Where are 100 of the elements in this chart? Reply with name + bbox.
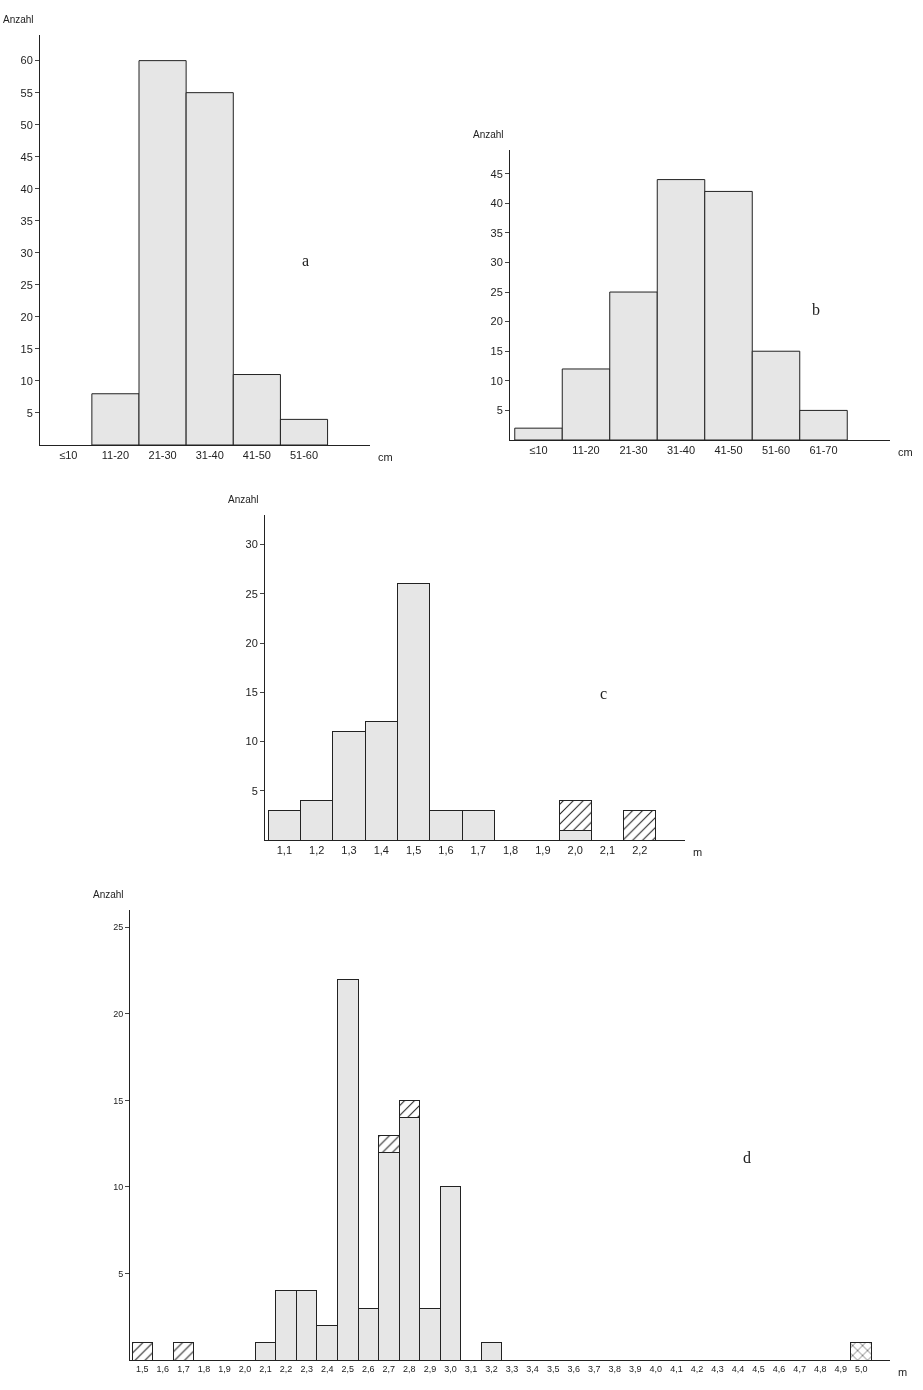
x-tick-label: ≤10 (59, 449, 78, 462)
x-tick-label: 3,4 (526, 1363, 539, 1374)
x-tick-label: 21-30 (619, 444, 648, 457)
y-tick-label: 5 (251, 784, 258, 797)
x-tick-label: 4,9 (834, 1363, 847, 1374)
y-tick-label: 10 (20, 374, 33, 387)
y-tick-label: 25 (245, 587, 258, 600)
x-tick-label: 61-70 (809, 444, 838, 457)
x-tick-label: 2,6 (362, 1363, 375, 1374)
x-tick-label: 3,9 (629, 1363, 642, 1374)
y-tick-label: 25 (20, 278, 33, 291)
x-tick-label: 11-20 (101, 449, 130, 462)
x-tick-label: 4,3 (711, 1363, 724, 1374)
y-tick-label: 5 (118, 1268, 124, 1279)
x-tick-label: 2,5 (341, 1363, 354, 1374)
y-tick-label: 30 (490, 256, 503, 269)
x-tick-label: 1,7 (470, 844, 486, 857)
y-tick-label: 15 (245, 686, 258, 699)
x-tick-label: 11-20 (572, 444, 600, 457)
x-tick-label: 4,0 (649, 1363, 663, 1374)
annotation: d (743, 1149, 751, 1166)
x-tick-label: 1,7 (177, 1363, 190, 1374)
x-tick-label: 2,9 (423, 1363, 437, 1374)
x-tick-label: 1,8 (502, 844, 519, 857)
y-tick-label: 15 (113, 1095, 124, 1106)
x-tick-label: 1,5 (405, 844, 422, 857)
y-tick-label: 15 (20, 342, 33, 355)
x-tick-label: 1,5 (136, 1363, 149, 1374)
y-tick-label: 5 (26, 406, 33, 419)
y-axis-title: Anzahl (3, 14, 34, 25)
annotation: b (812, 301, 820, 318)
y-axis-title: Anzahl (228, 494, 259, 505)
x-tick-label: 1,6 (438, 844, 454, 857)
x-tick-label: 1,9 (535, 844, 551, 857)
x-tick-label: 31-40 (666, 444, 696, 457)
x-tick-label: 4,2 (690, 1363, 704, 1374)
x-tick-label: 2,0 (238, 1363, 252, 1374)
x-tick-label: 4,5 (752, 1363, 765, 1374)
y-tick-label: 25 (113, 922, 124, 933)
x-tick-label: 2,4 (320, 1363, 334, 1374)
x-tick-label: 21-30 (148, 449, 177, 462)
y-axis-title: Anzahl (473, 129, 504, 140)
x-tick-label: 3,7 (587, 1363, 601, 1374)
y-tick-label: 40 (490, 197, 503, 210)
x-axis-title: cm (378, 451, 393, 463)
x-tick-label: 4,1 (670, 1363, 683, 1374)
x-tick-label: 2,3 (300, 1363, 313, 1374)
x-tick-label: 3,0 (444, 1363, 457, 1374)
x-tick-label: 2,1 (259, 1363, 272, 1374)
x-tick-label: 51-60 (761, 444, 791, 457)
annotation: a (302, 252, 310, 269)
y-tick-label: 35 (490, 226, 503, 239)
y-tick-label: 10 (113, 1182, 124, 1193)
x-tick-label: 1,3 (341, 844, 357, 857)
y-tick-label: 10 (245, 735, 258, 748)
x-tick-label: 4,7 (793, 1363, 806, 1374)
x-tick-label: 2,8 (403, 1363, 416, 1374)
y-tick-label: 30 (20, 246, 33, 259)
y-tick-label: 35 (20, 214, 33, 227)
x-tick-label: 3,6 (567, 1363, 580, 1374)
x-axis-title: cm (898, 446, 913, 458)
x-axis-title: m (693, 846, 703, 858)
y-tick-label: 5 (496, 404, 503, 417)
y-tick-label: 20 (245, 636, 258, 649)
annotation: c (600, 685, 608, 702)
x-tick-label: 2,0 (567, 844, 583, 857)
x-tick-label: 1,6 (156, 1363, 170, 1374)
y-tick-label: 20 (490, 315, 503, 328)
y-tick-label: 60 (20, 54, 33, 67)
x-tick-label: 2,2 (279, 1363, 293, 1374)
x-tick-label: 51-60 (289, 449, 319, 462)
x-tick-label: 1,1 (276, 844, 293, 857)
x-tick-label: 4,4 (731, 1363, 745, 1374)
x-tick-label: 2,2 (632, 844, 648, 857)
x-tick-label: 1,4 (373, 844, 389, 857)
x-tick-label: 3,8 (608, 1363, 622, 1374)
y-tick-label: 45 (20, 150, 33, 163)
x-tick-label: 41-50 (242, 449, 271, 462)
x-tick-label: 4,8 (813, 1363, 827, 1374)
x-tick-label: 1,8 (197, 1363, 211, 1374)
x-tick-label: 31-40 (195, 449, 224, 462)
y-tick-label: 45 (490, 167, 503, 180)
x-tick-label: 3,5 (546, 1363, 560, 1374)
y-tick-label: 20 (20, 310, 33, 323)
x-tick-label: 2,1 (599, 844, 616, 857)
x-tick-label: 41-50 (714, 444, 743, 457)
y-tick-label: 10 (490, 374, 503, 387)
x-tick-label: 3,2 (485, 1363, 498, 1374)
y-tick-label: 55 (20, 86, 33, 99)
x-tick-label: 4,6 (772, 1363, 786, 1374)
x-tick-label: 5,0 (854, 1363, 868, 1374)
x-tick-label: 1,2 (309, 844, 325, 857)
y-tick-label: 30 (245, 538, 258, 551)
y-tick-label: 15 (490, 345, 503, 358)
x-tick-label: 3,1 (464, 1363, 478, 1374)
y-tick-label: 50 (20, 118, 33, 131)
y-tick-label: 25 (490, 285, 503, 298)
x-axis-title: m (898, 1366, 908, 1378)
x-tick-label: ≤10 (529, 444, 548, 457)
y-axis-title: Anzahl (93, 889, 124, 900)
